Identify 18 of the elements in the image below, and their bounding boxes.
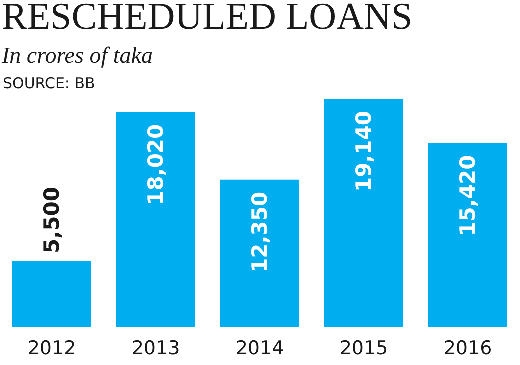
bar — [324, 99, 404, 327]
bar — [116, 112, 196, 327]
data-label: 18,020 — [144, 124, 168, 206]
bar — [12, 261, 92, 327]
x-tick-label: 2016 — [444, 338, 492, 360]
data-label: 15,420 — [456, 155, 480, 236]
bar — [428, 143, 508, 327]
x-tick-label: 2014 — [236, 338, 284, 360]
data-label: 19,140 — [352, 111, 376, 192]
chart-title: RESCHEDULED LOANS — [2, 0, 413, 38]
bar — [220, 180, 300, 327]
x-tick-label: 2015 — [340, 338, 388, 360]
data-label: 12,350 — [248, 192, 272, 273]
x-tick-label: 2013 — [132, 338, 180, 360]
chart-subtitle: In crores of taka — [1, 43, 153, 68]
x-tick-label: 2012 — [28, 338, 76, 360]
source-note: SOURCE: BB — [3, 74, 96, 92]
data-label: 5,500 — [40, 187, 64, 254]
